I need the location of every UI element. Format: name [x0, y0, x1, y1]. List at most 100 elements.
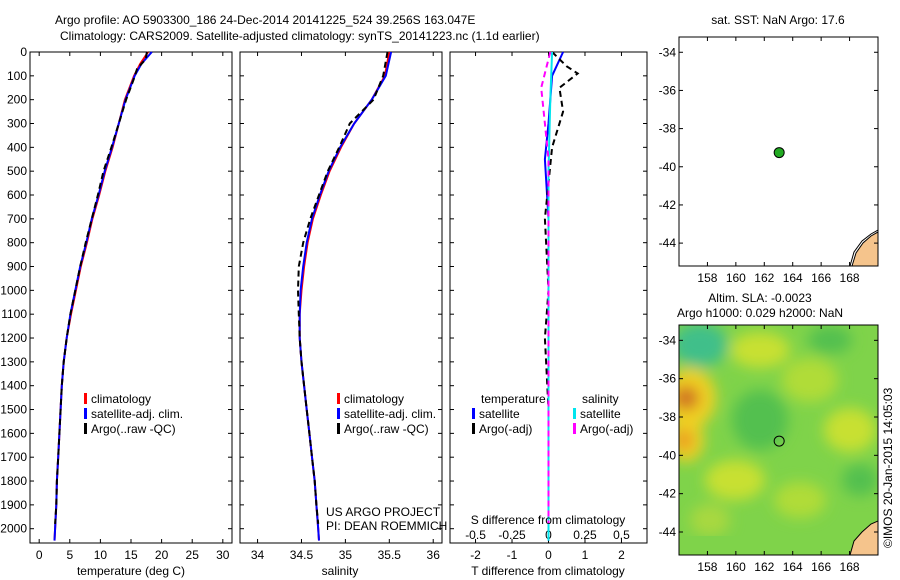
map-x-tick-label: 162 — [754, 560, 774, 574]
diff-legend-sal-sat: satellite — [580, 406, 621, 421]
series-climatology — [53, 51, 149, 541]
x-tick-label: 1 — [582, 548, 589, 562]
map-y-tick-label: -44 — [659, 525, 677, 539]
x-tick-label: 35 — [339, 548, 353, 562]
map-x-tick-label: 164 — [783, 271, 803, 285]
sla-map-title-line1: Altim. SLA: -0.0023 — [708, 291, 812, 305]
depth-tick-label: 200 — [7, 93, 27, 107]
x-tick-label: 35.5 — [378, 548, 402, 562]
temperature-panel: 0100200300400500600700800900100011001200… — [0, 45, 233, 578]
map-y-tick-label: -34 — [659, 45, 677, 59]
map-x-tick-label: 166 — [811, 560, 831, 574]
argo-location-marker-sla — [773, 435, 785, 447]
difference-xlabel: T difference from climatology — [471, 564, 625, 578]
x-tick-label: 34.5 — [290, 548, 314, 562]
map-y-tick-label: -42 — [659, 198, 677, 212]
legend-sat: satellite-adj. clim. — [91, 406, 184, 421]
x2-tick-label: -0.25 — [498, 528, 526, 542]
salinity-series — [296, 51, 393, 541]
series-argo-raw-qc- — [296, 51, 389, 524]
difference-series — [540, 51, 580, 541]
legend-swatch-clim-2 — [337, 393, 340, 404]
sst-map-frame — [678, 36, 879, 267]
x-tick-label: 10 — [94, 548, 108, 562]
x-tick-label: 15 — [124, 548, 138, 562]
x-tick-label: 20 — [155, 548, 169, 562]
x2-tick-label: 0.5 — [613, 528, 630, 542]
depth-tick-label: 1800 — [0, 474, 27, 488]
chart-title-line2: Climatology: CARS2009. Satellite-adjuste… — [60, 29, 540, 43]
diff-legend-sal-argo: Argo(-adj) — [580, 421, 634, 436]
x-tick-label: 34 — [251, 548, 265, 562]
diff-legend-temp-header: temperature — [481, 391, 546, 406]
x2-tick-label: -0.5 — [465, 528, 486, 542]
depth-tick-label: 600 — [7, 188, 27, 202]
depth-tick-label: 900 — [7, 260, 27, 274]
x-tick-label: 0 — [36, 548, 43, 562]
depth-tick-label: 800 — [7, 236, 27, 250]
depth-tick-label: 1900 — [0, 498, 27, 512]
sst-map-ticks: 158 160 162 164 166 168 -34 -36 -38 -40 -42 -44 — [659, 37, 878, 285]
depth-tick-label: 100 — [7, 69, 27, 83]
diff-swatch-sal-argo — [573, 423, 576, 434]
depth-tick-label: 1300 — [0, 355, 27, 369]
depth-tick-label: 1000 — [0, 283, 27, 297]
legend-sat-2: satellite-adj. clim. — [344, 406, 437, 421]
salinity-legend: climatology satellite-adj. clim. Argo(..… — [337, 391, 436, 436]
map-y-tick-label: -38 — [659, 122, 677, 136]
sst-coastline — [849, 229, 878, 266]
legend-swatch-sat — [84, 408, 87, 419]
salinity-xlabel: salinity — [322, 564, 359, 578]
map-y-tick-label: -42 — [659, 487, 677, 501]
depth-tick-label: 300 — [7, 117, 27, 131]
series-satellite-adj-clim- — [298, 51, 393, 541]
map-x-tick-label: 158 — [697, 560, 717, 574]
chart-title-line1: Argo profile: AO 5903300_186 24-Dec-2014… — [55, 13, 475, 27]
difference-x-ticks: -2 -1 0 1 2 — [470, 52, 625, 562]
legend-swatch-clim — [84, 393, 87, 404]
depth-tick-label: 1600 — [0, 426, 27, 440]
map-y-tick-label: -38 — [659, 410, 677, 424]
legend-swatch-sat-2 — [337, 408, 340, 419]
x2-tick-label: 0.25 — [573, 528, 597, 542]
depth-tick-label: 0 — [20, 45, 27, 59]
legend-clim-2: climatology — [344, 391, 405, 406]
diff-legend-salinity: salinity satellite Argo(-adj) — [573, 391, 633, 436]
legend-swatch-argo — [84, 423, 87, 434]
diff-legend-temperature: temperature satellite Argo(-adj) — [472, 391, 546, 436]
sla-map-ticks: 158 160 162 164 166 168 -34 -36 -38 -40 -42 -44 — [659, 325, 878, 574]
x-tick-label: -1 — [507, 548, 518, 562]
map-x-tick-label: 162 — [754, 271, 774, 285]
credit-line2: PI: DEAN ROEMMICH — [326, 519, 448, 533]
difference-x2label: S difference from climatology — [471, 513, 626, 527]
depth-tick-label: 1500 — [0, 403, 27, 417]
sla-map-panel: Altim. SLA: -0.0023 Argo h1000: 0.029 h2… — [659, 291, 879, 574]
difference-depth-ticks — [450, 51, 647, 530]
series-temperature-argo-adj- — [543, 51, 580, 524]
map-x-tick-label: 168 — [840, 560, 860, 574]
sla-land-shape — [849, 520, 878, 555]
legend-argo: Argo(..raw -QC) — [91, 421, 176, 436]
x-tick-label: 36 — [427, 548, 441, 562]
x-tick-label: 2 — [618, 548, 625, 562]
map-y-tick-label: -34 — [659, 333, 677, 347]
x-tick-label: 5 — [66, 548, 73, 562]
sla-map-frame — [678, 324, 879, 556]
legend-clim: climatology — [91, 391, 152, 406]
credit-line1: US ARGO PROJECT — [326, 505, 441, 519]
legend-argo-2: Argo(..raw -QC) — [344, 421, 429, 436]
legend-swatch-argo-2 — [337, 423, 340, 434]
depth-tick-label: 500 — [7, 164, 27, 178]
map-y-tick-label: -40 — [659, 448, 677, 462]
diff-swatch-temp-argo — [472, 423, 475, 434]
salinity-x-ticks: 34 34.5 35 35.5 36 — [251, 52, 440, 562]
temperature-x-ticks: 0 5 10 15 20 25 30 — [36, 52, 230, 562]
map-x-tick-label: 160 — [726, 560, 746, 574]
sst-land-shape — [851, 231, 878, 266]
map-y-tick-label: -36 — [659, 83, 677, 97]
series-salinity-argo-adj- — [540, 51, 552, 524]
salinity-depth-ticks — [240, 51, 442, 530]
difference-x2-ticks: -0.5 -0.25 0 0.25 0.5 — [465, 528, 630, 542]
diff-legend-sal-header: salinity — [582, 391, 619, 406]
